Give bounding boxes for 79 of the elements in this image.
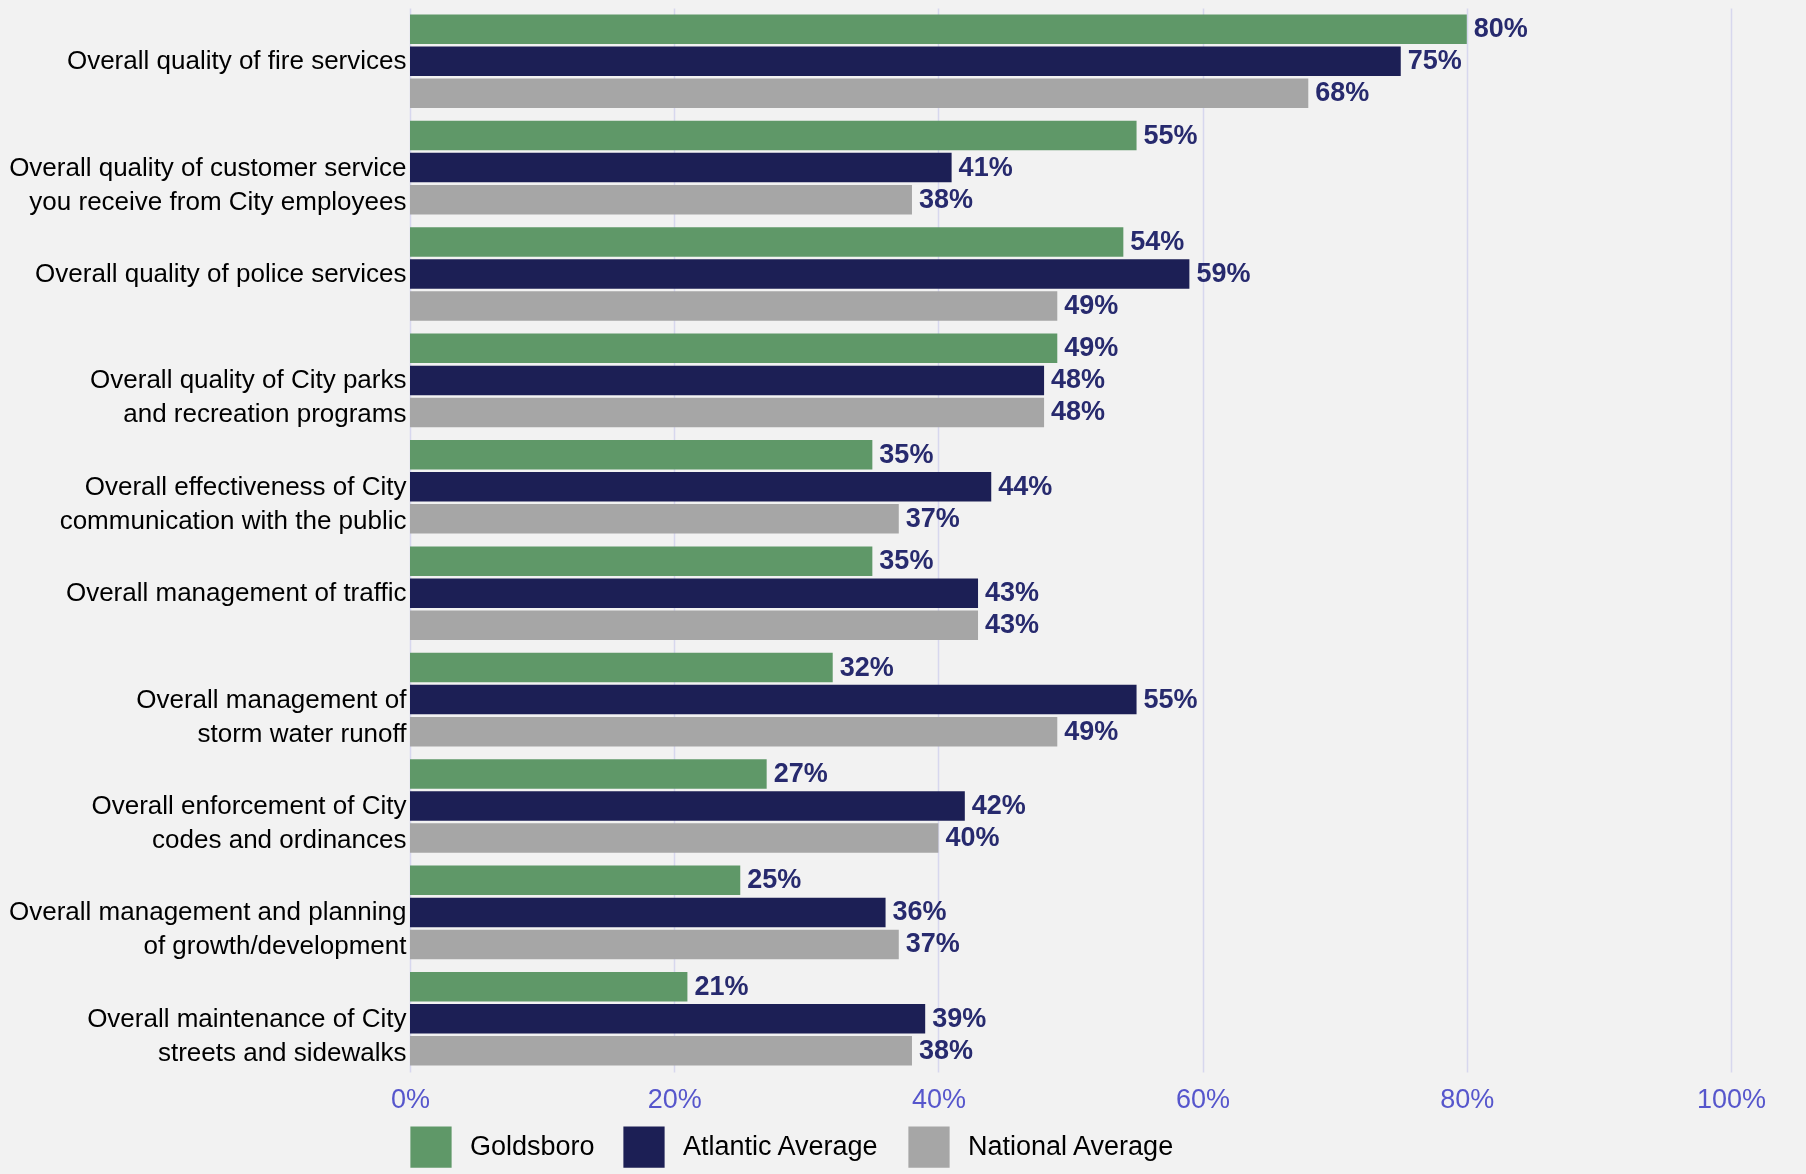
- y-tick-label: Overall effectiveness of City communication with the public: [59, 470, 407, 535]
- bar: [410, 78, 1309, 109]
- data-label: 49%: [1064, 332, 1119, 363]
- data-label: 59%: [1196, 258, 1251, 288]
- data-label: 42%: [971, 790, 1026, 820]
- legend-label: Goldsboro: [470, 1131, 595, 1162]
- data-label: 32%: [839, 651, 894, 682]
- y-tick-label: Overall management and planning of growth/development: [9, 896, 408, 961]
- y-tick-label: Overall quality of police services: [35, 258, 407, 288]
- bar: [410, 291, 1058, 321]
- x-tick-label: 100%: [1696, 1083, 1767, 1114]
- bar: [410, 365, 1045, 396]
- bar: [410, 716, 1058, 747]
- bar: [410, 46, 1401, 76]
- bar: [410, 504, 899, 534]
- bar: [410, 865, 741, 896]
- data-label: 40%: [945, 822, 1000, 853]
- y-tick-label: Overall quality of City parks and recreation programs: [90, 364, 407, 429]
- y-tick-label: Overall enforcement of City codes and ordinances: [91, 790, 407, 854]
- bar: [410, 397, 1045, 428]
- bar: [410, 823, 939, 853]
- bar: [410, 929, 899, 960]
- x-tick-label: 20%: [647, 1083, 702, 1114]
- data-label: 54%: [1130, 225, 1185, 256]
- data-label: 39%: [932, 1002, 987, 1033]
- bar: [410, 791, 965, 821]
- data-label: 38%: [918, 183, 974, 214]
- y-tick-label: Overall quality of fire services: [66, 45, 407, 76]
- bar: [410, 120, 1137, 151]
- bar: [410, 652, 833, 683]
- bar: [410, 897, 886, 928]
- bar: [410, 333, 1058, 364]
- data-label: 55%: [1143, 119, 1198, 150]
- bar: [410, 684, 1137, 715]
- data-label: 48%: [1051, 364, 1106, 395]
- y-tick-label: Overall management of storm water runoff: [136, 683, 408, 748]
- data-label: 37%: [905, 928, 960, 959]
- data-label: 43%: [985, 577, 1040, 608]
- bar: [410, 971, 688, 1002]
- bar: [410, 259, 1190, 289]
- bar: [410, 610, 979, 641]
- y-tick-label: Overall maintenance of City streets and sidewalks: [87, 1002, 407, 1067]
- data-label: 80%: [1473, 13, 1528, 44]
- data-label: 49%: [1064, 290, 1119, 321]
- bar: [410, 227, 1124, 257]
- bar: [410, 578, 979, 608]
- bar: [410, 1036, 912, 1066]
- data-label: 55%: [1143, 683, 1198, 714]
- bar: [410, 1004, 926, 1034]
- data-label: 37%: [905, 502, 960, 533]
- data-label: 75%: [1407, 45, 1462, 76]
- bar: [410, 14, 1467, 44]
- x-tick-label: 80%: [1440, 1083, 1495, 1114]
- data-label: 25%: [747, 864, 802, 895]
- x-tick-label: 0%: [390, 1083, 431, 1114]
- bar: [410, 152, 952, 183]
- data-label: 43%: [985, 609, 1040, 640]
- data-label: 49%: [1064, 715, 1119, 746]
- legend-label: Atlantic Average: [683, 1131, 878, 1162]
- y-tick-label: Overall management of traffic: [65, 577, 407, 608]
- data-label: 68%: [1315, 77, 1370, 108]
- data-label: 35%: [879, 438, 934, 469]
- data-label: 36%: [892, 896, 947, 927]
- data-label: 21%: [694, 970, 749, 1001]
- bar: [410, 546, 873, 576]
- x-tick-label: 40%: [911, 1083, 966, 1114]
- legend-label: National Average: [968, 1131, 1174, 1162]
- bar: [410, 439, 873, 470]
- data-label: 35%: [879, 545, 934, 576]
- data-label: 27%: [773, 757, 828, 788]
- data-label: 48%: [1051, 396, 1106, 427]
- data-label: 44%: [998, 470, 1053, 501]
- data-label: 41%: [958, 151, 1013, 182]
- bar: [410, 184, 912, 215]
- x-tick-label: 60%: [1176, 1083, 1231, 1114]
- y-tick-label: Overall quality of customer service you receive from City employees: [9, 151, 407, 216]
- data-label: 38%: [918, 1034, 974, 1065]
- bar: [410, 472, 992, 502]
- bar: [410, 759, 767, 789]
